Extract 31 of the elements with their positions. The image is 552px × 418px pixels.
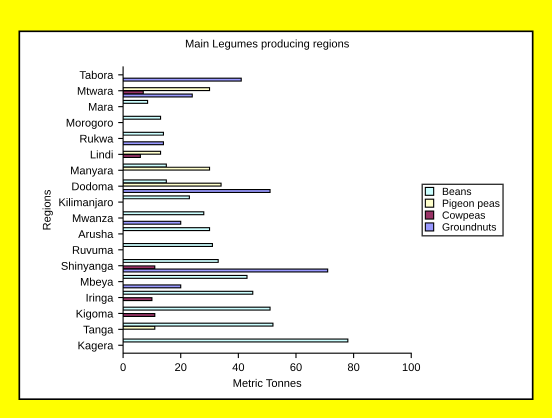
y-tick-label: Tabora — [80, 70, 114, 79]
x-tick-label: 0 — [120, 363, 126, 372]
y-tick-label: Dodoma — [72, 182, 114, 190]
legend-label: Cowpeas — [442, 211, 486, 221]
y-tick-label: Tanga — [83, 326, 114, 336]
legend-label: Beans — [442, 188, 472, 196]
x-tick-label: 60 — [290, 363, 302, 372]
y-tick-label: Rukwa — [80, 134, 114, 143]
legend-label: Groundnuts — [442, 222, 496, 231]
y-axis-title: Regions — [42, 190, 53, 230]
y-tick-label: Ruvuma — [72, 246, 114, 254]
y-tick-label: Manyara — [71, 166, 114, 177]
y-tick-label: Mtwara — [78, 87, 114, 95]
y-tick-label: Iringa — [86, 294, 114, 304]
x-tick-label: 40 — [232, 363, 244, 372]
x-axis-title: Metric Tonnes — [234, 378, 302, 388]
y-tick-label: Kigoma — [76, 309, 114, 320]
y-tick-label: Lindi — [90, 150, 113, 159]
legend-label: Pigeon peas — [442, 199, 500, 210]
y-tick-label: Mbeya — [80, 278, 114, 288]
y-tick-label: Arusha — [78, 230, 114, 238]
y-tick-label: Mara — [88, 103, 114, 111]
x-tick-label: 20 — [175, 363, 186, 372]
y-tick-label: Kagera — [78, 342, 114, 352]
y-tick-label: Morogoro — [66, 118, 113, 129]
y-tick-label: Mwanza — [72, 214, 114, 222]
chart-title: Main Legumes producing regions — [186, 39, 349, 50]
y-tick-label: Shinyanga — [61, 262, 114, 272]
x-tick-label: 100 — [402, 363, 420, 372]
y-tick-label: Kilimanjaro — [59, 198, 113, 208]
x-tick-label: 80 — [348, 363, 360, 372]
